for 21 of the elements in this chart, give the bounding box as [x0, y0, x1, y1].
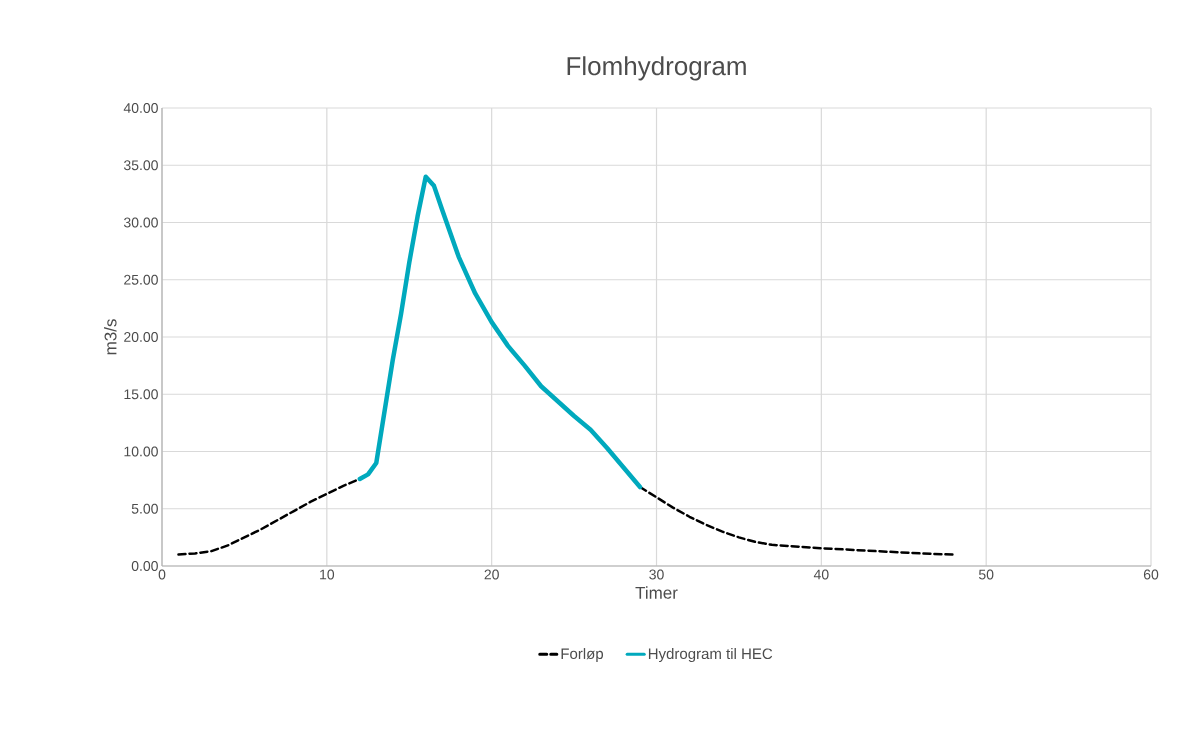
y-tick-label: 15.00 — [124, 389, 158, 400]
x-tick-label: 20 — [484, 569, 499, 580]
y-tick-label: 40.00 — [123, 103, 158, 113]
y-tick-label: 25.00 — [124, 274, 158, 285]
y-tick-label: 20.00 — [124, 332, 158, 342]
x-tick-label: 60 — [1143, 569, 1159, 580]
y-tick-label: 30.00 — [123, 217, 158, 228]
x-tick-label: 50 — [978, 569, 994, 580]
x-tick-label: 40 — [813, 569, 829, 580]
y-tick-label: 0.00 — [131, 561, 158, 571]
chart-title: Flomhydrogram — [567, 56, 746, 81]
x-axis-title: Timer — [635, 586, 678, 599]
x-tick-label: 10 — [320, 569, 335, 580]
legend-label: Hydrogram til HEC — [648, 648, 773, 663]
y-tick-label: 10.00 — [124, 446, 158, 457]
legend-label: Forløp — [561, 648, 604, 663]
x-tick-label: 30 — [649, 569, 664, 580]
y-axis-title: m3/s — [104, 319, 117, 355]
y-tick-label: 35.00 — [123, 160, 158, 171]
x-tick-label: 0 — [158, 569, 166, 580]
y-tick-label: 5.00 — [131, 503, 158, 514]
